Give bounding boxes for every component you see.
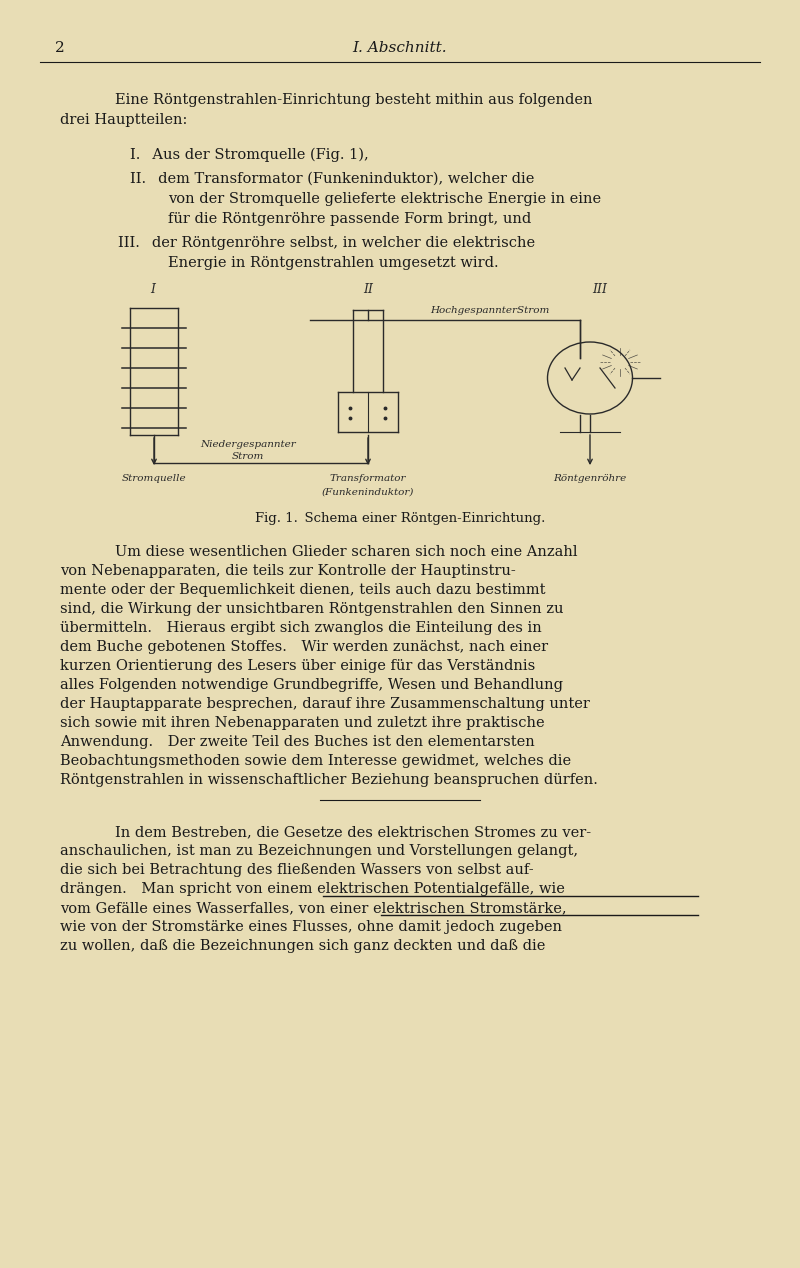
Text: Transformator: Transformator (330, 474, 406, 483)
Text: alles Folgenden notwendige Grundbegriffe, Wesen und Behandlung: alles Folgenden notwendige Grundbegriffe… (60, 678, 563, 692)
Text: II: II (363, 283, 373, 295)
Text: sind, die Wirkung der unsichtbaren Röntgenstrahlen den Sinnen zu: sind, die Wirkung der unsichtbaren Röntg… (60, 602, 563, 616)
Text: der Hauptapparate besprechen, darauf ihre Zusammenschaltung unter: der Hauptapparate besprechen, darauf ihr… (60, 697, 590, 711)
Text: sich sowie mit ihren Nebenapparaten und zuletzt ihre praktische: sich sowie mit ihren Nebenapparaten und … (60, 716, 545, 730)
Text: mente oder der Bequemlichkeit dienen, teils auch dazu bestimmt: mente oder der Bequemlichkeit dienen, te… (60, 583, 546, 597)
Text: I. Abschnitt.: I. Abschnitt. (353, 41, 447, 55)
Text: III: III (593, 283, 607, 295)
Text: Strom: Strom (232, 451, 264, 462)
Text: III.  der Röntgenröhre selbst, in welcher die elektrische: III. der Röntgenröhre selbst, in welcher… (118, 236, 535, 250)
Text: Röntgenröhre: Röntgenröhre (554, 474, 626, 483)
Text: Eine Röntgenstrahlen-Einrichtung besteht mithin aus folgenden: Eine Röntgenstrahlen-Einrichtung besteht… (115, 93, 593, 107)
Text: übermitteln. Hieraus ergibt sich zwanglos die Einteilung des in: übermitteln. Hieraus ergibt sich zwanglo… (60, 621, 542, 635)
Text: Energie in Röntgenstrahlen umgesetzt wird.: Energie in Röntgenstrahlen umgesetzt wir… (168, 256, 498, 270)
Text: In dem Bestreben, die Gesetze des elektrischen Stromes zu ver-: In dem Bestreben, die Gesetze des elektr… (115, 825, 591, 839)
Text: von Nebenapparaten, die teils zur Kontrolle der Hauptinstru-: von Nebenapparaten, die teils zur Kontro… (60, 564, 516, 578)
Text: Fig. 1. Schema einer Röntgen-Einrichtung.: Fig. 1. Schema einer Röntgen-Einrichtung… (255, 512, 545, 525)
Text: Beobachtungsmethoden sowie dem Interesse gewidmet, welches die: Beobachtungsmethoden sowie dem Interesse… (60, 754, 571, 768)
Text: wie von der Stromstärke eines Flusses, ohne damit jedoch zugeben: wie von der Stromstärke eines Flusses, o… (60, 921, 562, 935)
Text: HochgespannterStrom: HochgespannterStrom (430, 306, 550, 314)
Text: Röntgenstrahlen in wissenschaftlicher Beziehung beanspruchen dürfen.: Röntgenstrahlen in wissenschaftlicher Be… (60, 773, 598, 787)
Text: drei Hauptteilen:: drei Hauptteilen: (60, 113, 187, 127)
Text: zu wollen, daß die Bezeichnungen sich ganz deckten und daß die: zu wollen, daß die Bezeichnungen sich ga… (60, 940, 546, 954)
Text: anschaulichen, ist man zu Bezeichnungen und Vorstellungen gelangt,: anschaulichen, ist man zu Bezeichnungen … (60, 844, 578, 858)
Text: I.  Aus der Stromquelle (Fig. 1),: I. Aus der Stromquelle (Fig. 1), (130, 148, 369, 162)
Text: Anwendung. Der zweite Teil des Buches ist den elementarsten: Anwendung. Der zweite Teil des Buches is… (60, 735, 534, 749)
Text: drängen. Man spricht von einem elektrischen Potentialgefälle, wie: drängen. Man spricht von einem elektrisc… (60, 883, 565, 896)
Text: (Funkeninduktor): (Funkeninduktor) (322, 488, 414, 497)
Text: kurzen Orientierung des Lesers über einige für das Verständnis: kurzen Orientierung des Lesers über eini… (60, 659, 535, 673)
Text: Stromquelle: Stromquelle (122, 474, 186, 483)
Text: von der Stromquelle gelieferte elektrische Energie in eine: von der Stromquelle gelieferte elektrisc… (168, 191, 601, 205)
Text: Um diese wesentlichen Glieder scharen sich noch eine Anzahl: Um diese wesentlichen Glieder scharen si… (115, 545, 578, 559)
Text: für die Röntgenröhre passende Form bringt, und: für die Röntgenröhre passende Form bring… (168, 212, 531, 226)
Text: vom Gefälle eines Wasserfalles, von einer elektrischen Stromstärke,: vom Gefälle eines Wasserfalles, von eine… (60, 902, 566, 915)
Text: I: I (150, 283, 155, 295)
Text: dem Buche gebotenen Stoffes. Wir werden zunächst, nach einer: dem Buche gebotenen Stoffes. Wir werden … (60, 640, 548, 654)
Text: 2: 2 (55, 41, 65, 55)
Text: Niedergespannter: Niedergespannter (200, 440, 296, 449)
Text: die sich bei Betrachtung des fließenden Wassers von selbst auf-: die sich bei Betrachtung des fließenden … (60, 864, 534, 877)
Text: II.  dem Transformator (Funkeninduktor), welcher die: II. dem Transformator (Funkeninduktor), … (130, 172, 534, 186)
